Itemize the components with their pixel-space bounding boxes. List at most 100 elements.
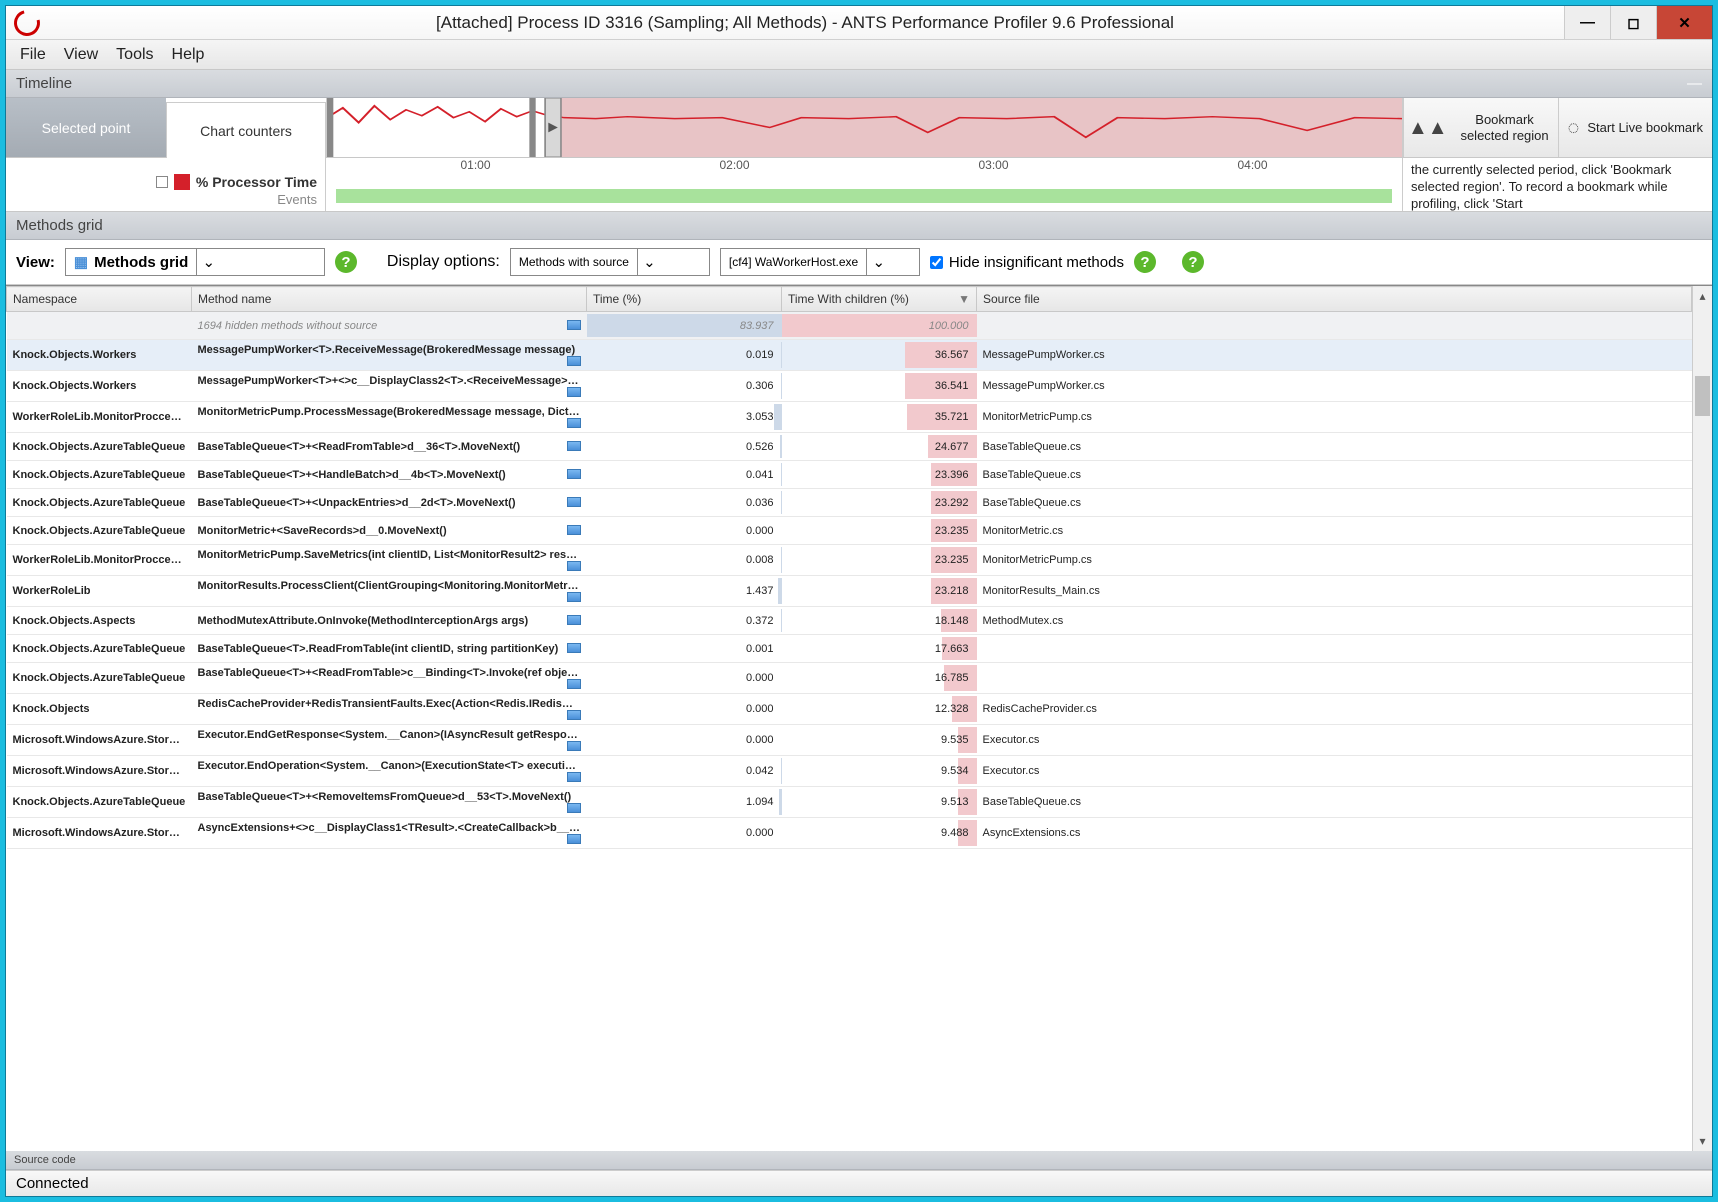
grid-icon: ▦ — [74, 253, 88, 271]
vertical-scrollbar[interactable]: ▴ ▾ — [1692, 286, 1712, 1151]
menu-file[interactable]: File — [12, 42, 54, 68]
cell-method: MessagePumpWorker<T>.ReceiveMessage(Brok… — [192, 340, 587, 371]
table-row[interactable]: Microsoft.WindowsAzure.Storage.Core... E… — [7, 725, 1692, 756]
bookmark-region-label: Bookmark selected region — [1456, 112, 1554, 143]
col-source-file[interactable]: Source file — [977, 287, 1692, 312]
bookmark-region-button[interactable]: ▲▲ Bookmark selected region — [1403, 98, 1558, 157]
bar-cell: 0.372 — [587, 607, 782, 635]
filter-methods-combo[interactable]: Methods with source ⌄ — [510, 248, 710, 276]
scroll-up-icon[interactable]: ▴ — [1693, 286, 1712, 306]
help-view-icon[interactable]: ? — [335, 251, 357, 273]
window-title: [Attached] Process ID 3316 (Sampling; Al… — [46, 13, 1564, 33]
bar-cell: 9.513 — [782, 787, 977, 818]
view-label: View: — [16, 254, 55, 271]
table-row[interactable]: Knock.Objects.AzureTableQueue BaseTableQ… — [7, 787, 1692, 818]
bookmark-live-button[interactable]: ◌ Start Live bookmark — [1558, 98, 1713, 157]
titlebar: [Attached] Process ID 3316 (Sampling; Al… — [6, 6, 1712, 40]
bar-cell: 23.235 — [782, 517, 977, 545]
table-row[interactable]: Microsoft.WindowsAzure.Storage.Core... A… — [7, 818, 1692, 849]
cell-method: MonitorResults.ProcessClient(ClientGroup… — [192, 576, 587, 607]
bar-cell: 23.292 — [782, 489, 977, 517]
col-time[interactable]: Time (%) — [587, 287, 782, 312]
table-row[interactable]: WorkerRoleLib.MonitorProccessor MonitorM… — [7, 402, 1692, 433]
window-buttons: — ◻ ✕ — [1564, 6, 1712, 39]
close-button[interactable]: ✕ — [1656, 6, 1712, 39]
hide-insignificant-checkbox[interactable]: Hide insignificant methods — [930, 254, 1124, 271]
timeline-axis: % Processor Time Events 01:00 02:00 03:0… — [6, 158, 1712, 212]
cell-source: Executor.cs — [977, 725, 1692, 756]
method-icon — [567, 772, 581, 782]
method-icon — [567, 356, 581, 366]
method-icon — [567, 803, 581, 813]
collapse-icon[interactable]: — — [1687, 75, 1702, 92]
bar-cell: 0.000 — [587, 663, 782, 694]
cell-namespace: Knock.Objects.AzureTableQueue — [7, 489, 192, 517]
tab-selected-point[interactable]: Selected point — [6, 98, 166, 157]
table-row[interactable]: Knock.Objects.AzureTableQueue BaseTableQ… — [7, 461, 1692, 489]
hidden-methods-row[interactable]: 1694 hidden methods without source 83.93… — [7, 312, 1692, 340]
bar-cell: 83.937 — [587, 312, 782, 340]
help-general-icon[interactable]: ? — [1182, 251, 1204, 273]
chevron-down-icon: ⌄ — [637, 249, 661, 275]
bar-cell: 0.041 — [587, 461, 782, 489]
cell-source: Executor.cs — [977, 756, 1692, 787]
method-icon — [567, 320, 581, 330]
table-row[interactable]: Knock.Objects.AzureTableQueue BaseTableQ… — [7, 663, 1692, 694]
bar-cell: 23.235 — [782, 545, 977, 576]
menu-view[interactable]: View — [56, 42, 106, 68]
cell-namespace: WorkerRoleLib.MonitorProccessor — [7, 545, 192, 576]
tab-chart-counters[interactable]: Chart counters — [166, 102, 326, 158]
help-hide-icon[interactable]: ? — [1134, 251, 1156, 273]
cell-source — [977, 663, 1692, 694]
bar-cell: 18.148 — [782, 607, 977, 635]
table-row[interactable]: Knock.Objects.AzureTableQueue MonitorMet… — [7, 517, 1692, 545]
bar-cell: 0.000 — [587, 694, 782, 725]
bar-cell: 0.000 — [587, 725, 782, 756]
bar-cell: 23.396 — [782, 461, 977, 489]
timeline-header: Timeline — — [6, 70, 1712, 98]
table-row[interactable]: Knock.Objects RedisCacheProvider+RedisTr… — [7, 694, 1692, 725]
filter-process-text: [cf4] WaWorkerHost.exe — [721, 255, 866, 269]
processor-time-legend[interactable]: % Processor Time — [156, 174, 317, 190]
cell-namespace: Knock.Objects.AzureTableQueue — [7, 433, 192, 461]
cell-method: MonitorMetricPump.ProcessMessage(Brokere… — [192, 402, 587, 433]
bar-cell: 3.053 — [587, 402, 782, 433]
methods-grid[interactable]: Namespace Method name Time (%) Time With… — [6, 286, 1692, 1151]
timeline-chart[interactable] — [326, 98, 1402, 157]
table-row[interactable]: Microsoft.WindowsAzure.Storage.Core... E… — [7, 756, 1692, 787]
menu-tools[interactable]: Tools — [108, 42, 161, 68]
axis-ruler[interactable]: 01:00 02:00 03:00 04:00 — [326, 158, 1402, 211]
cell-namespace: Knock.Objects.AzureTableQueue — [7, 787, 192, 818]
scroll-down-icon[interactable]: ▾ — [1693, 1131, 1712, 1151]
col-method-name[interactable]: Method name — [192, 287, 587, 312]
table-row[interactable]: WorkerRoleLib MonitorResults.ProcessClie… — [7, 576, 1692, 607]
table-row[interactable]: Knock.Objects.Workers MessagePumpWorker<… — [7, 340, 1692, 371]
hide-insignificant-input[interactable] — [930, 256, 943, 269]
source-code-header[interactable]: Source code — [6, 1151, 1712, 1170]
table-row[interactable]: Knock.Objects.AzureTableQueue BaseTableQ… — [7, 489, 1692, 517]
filter-process-combo[interactable]: [cf4] WaWorkerHost.exe ⌄ — [720, 248, 920, 276]
table-row[interactable]: WorkerRoleLib.MonitorProccessor MonitorM… — [7, 545, 1692, 576]
scroll-thumb[interactable] — [1695, 376, 1710, 416]
cell-source: MessagePumpWorker.cs — [977, 340, 1692, 371]
cell-method: BaseTableQueue<T>+<UnpackEntries>d__2d<T… — [192, 489, 587, 517]
table-row[interactable]: Knock.Objects.Workers MessagePumpWorker<… — [7, 371, 1692, 402]
menu-help[interactable]: Help — [164, 42, 213, 68]
method-icon — [567, 441, 581, 451]
table-row[interactable]: Knock.Objects.AzureTableQueue BaseTableQ… — [7, 635, 1692, 663]
cell-method: Executor.EndGetResponse<System.__Canon>(… — [192, 725, 587, 756]
table-row[interactable]: Knock.Objects.Aspects MethodMutexAttribu… — [7, 607, 1692, 635]
chevron-down-icon: ⌄ — [866, 249, 890, 275]
cell-namespace: Knock.Objects.AzureTableQueue — [7, 461, 192, 489]
cell-source: MonitorMetric.cs — [977, 517, 1692, 545]
col-namespace[interactable]: Namespace — [7, 287, 192, 312]
maximize-button[interactable]: ◻ — [1610, 6, 1656, 39]
minimize-button[interactable]: — — [1564, 6, 1610, 39]
col-time-children[interactable]: Time With children (%) ▼ — [782, 287, 977, 312]
cell-source: MonitorMetricPump.cs — [977, 402, 1692, 433]
cell-namespace: Microsoft.WindowsAzure.Storage.Core... — [7, 756, 192, 787]
view-combo[interactable]: ▦Methods grid ⌄ — [65, 248, 325, 276]
cell-namespace: WorkerRoleLib.MonitorProccessor — [7, 402, 192, 433]
method-icon — [567, 469, 581, 479]
table-row[interactable]: Knock.Objects.AzureTableQueue BaseTableQ… — [7, 433, 1692, 461]
